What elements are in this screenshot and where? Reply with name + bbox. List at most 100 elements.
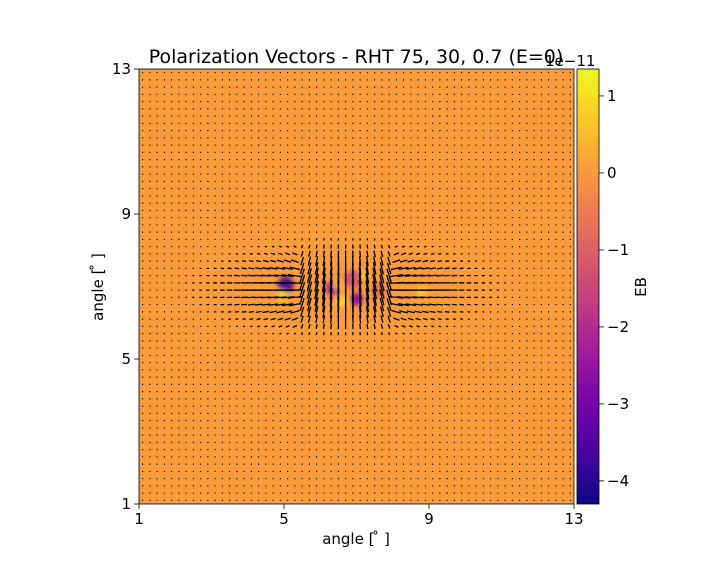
polarization-vector [156,492,158,494]
polarization-vector [322,315,326,324]
polarization-vector [250,434,253,436]
polarization-vector [380,323,384,329]
polarization-vector [453,93,456,96]
polarization-vector [265,412,267,415]
polarization-vector [294,412,296,415]
polarization-vector [163,441,166,444]
polarization-vector [294,456,296,458]
polarization-vector [280,296,295,299]
polarization-vector [430,252,435,255]
polarization-vector [417,419,419,422]
polarization-vector [156,93,158,96]
polarization-vector [300,256,305,266]
polarization-vector [387,306,392,317]
polarization-vector [424,383,427,386]
polarization-vector [555,470,557,473]
polarization-vector [241,310,247,313]
polarization-vector [257,129,260,132]
polarization-vector [497,137,499,139]
polarization-vector [431,405,434,407]
polarization-vector [417,93,419,96]
polarization-vector [358,267,362,285]
polarization-vector [412,274,424,277]
polarization-vector [241,303,248,306]
polarization-vector [446,463,448,465]
polarization-vector [417,332,420,335]
polarization-vector [228,144,231,146]
polarization-vector [424,180,427,183]
polarization-vector [533,129,535,132]
polarization-vector [243,129,245,132]
polarization-vector [257,195,260,197]
polarization-vector [468,122,470,125]
polarization-vector [243,187,245,190]
polarization-vector [417,361,419,364]
polarization-vector [207,180,209,183]
polarization-vector [199,470,202,473]
polarization-vector [243,115,245,117]
polarization-vector [489,93,492,96]
polarization-vector [156,499,158,502]
polarization-vector [417,398,419,400]
polarization-vector [294,463,296,465]
polarization-vector [279,354,282,357]
polarization-vector [526,93,528,96]
polarization-vector [256,260,262,263]
polarization-vector [178,434,180,436]
polarization-vector [460,108,463,110]
polarization-vector [446,129,448,132]
polarization-vector [272,376,274,378]
polarization-vector [410,166,412,168]
polarization-vector [540,115,543,117]
polarization-vector [446,383,448,386]
polarization-vector [163,108,166,110]
polarization-vector [446,427,448,429]
polarization-vector [489,441,492,444]
polarization-vector [228,173,231,175]
polarization-vector [475,485,477,487]
polarization-vector [228,108,231,110]
polarization-vector [199,115,202,117]
polarization-vector [286,477,289,480]
polarization-vector [446,180,448,183]
polarization-vector [511,71,514,74]
polarization-vector [243,369,245,371]
polarization-vector [294,137,296,139]
polarization-vector [149,470,151,473]
polarization-vector [265,224,267,226]
polarization-vector [431,202,434,204]
polarization-vector [257,115,260,117]
polarization-vector [250,202,253,204]
polarization-vector [265,71,267,74]
polarization-vector [482,93,485,96]
colorbar-tick-label: −3 [607,395,629,413]
polarization-vector [391,309,402,314]
polarization-vector [395,412,398,415]
polarization-vector [257,354,260,357]
polarization-vector [287,281,303,285]
polarization-vector [265,434,267,436]
polarization-vector [475,463,477,465]
polarization-vector [460,195,463,197]
polarization-vector [518,144,521,146]
polarization-vector [247,303,255,306]
polarization-vector [214,144,216,146]
polarization-vector [569,100,572,103]
polarization-vector [270,317,276,321]
polarization-vector [489,144,492,146]
polarization-vector [283,259,292,263]
polarization-vector [299,289,306,305]
polarization-vector [279,86,282,88]
polarization-vector [228,463,231,465]
polarization-vector [264,332,267,335]
polarization-vector [243,456,245,458]
polarization-vector [221,187,224,190]
polarization-vector [504,412,506,415]
polarization-vector [372,306,377,318]
polarization-vector [207,448,209,451]
polarization-vector [410,202,412,204]
polarization-vector [178,93,180,96]
chart-title: Polarization Vectors - RHT 75, 30, 0.7 (… [149,46,564,68]
polarization-vector [236,412,238,415]
polarization-vector [395,166,398,168]
